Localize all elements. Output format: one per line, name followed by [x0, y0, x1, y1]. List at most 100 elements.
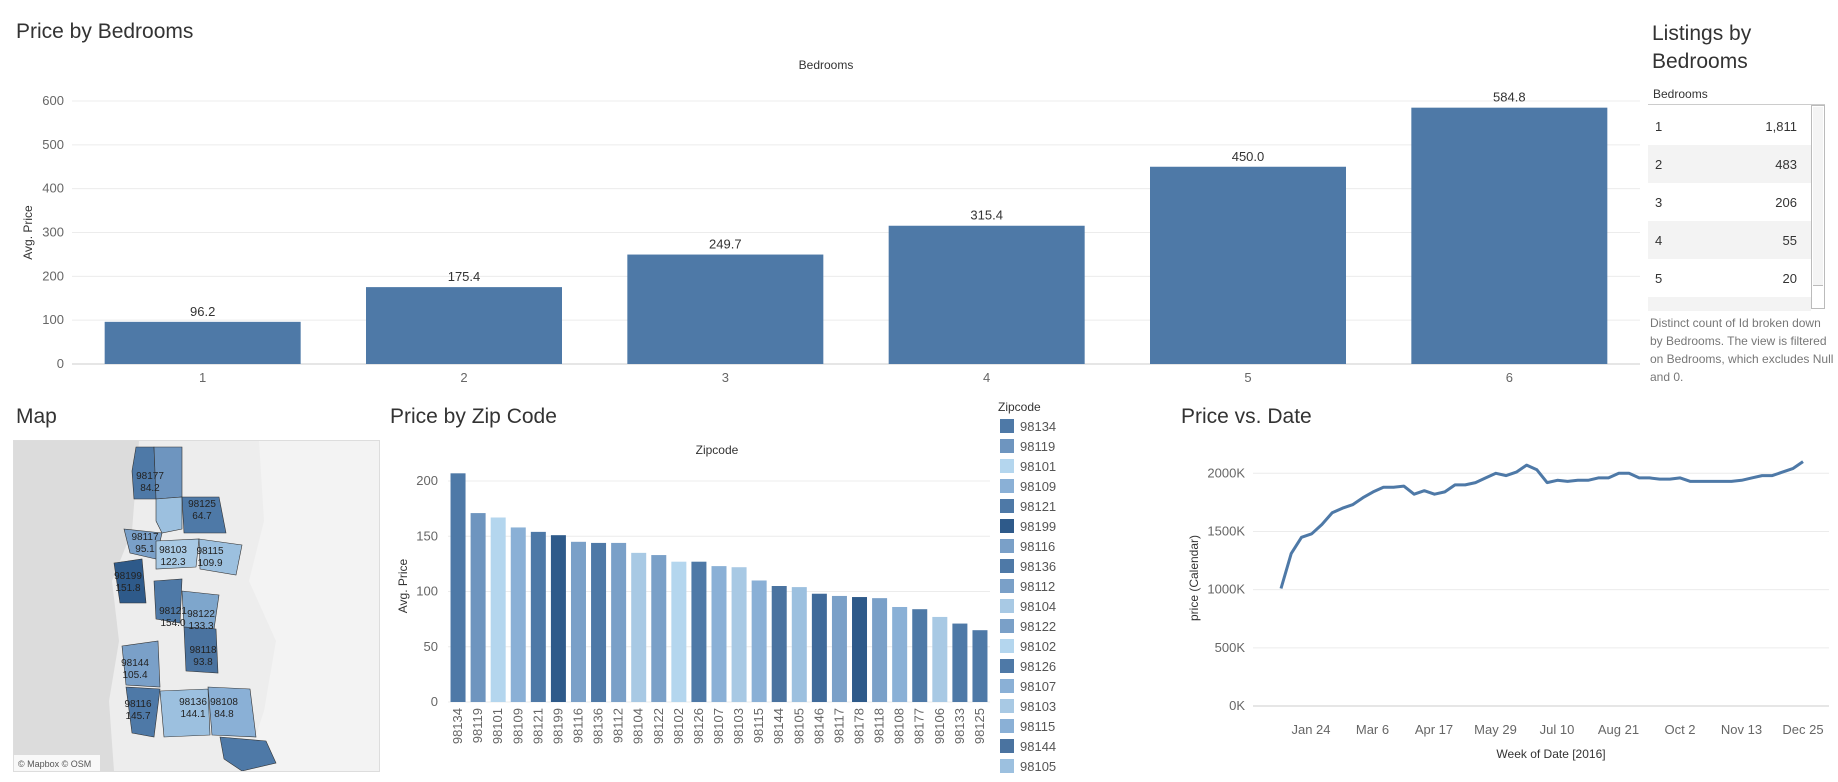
region-value-label: 84.2: [140, 483, 160, 494]
region-value-label: 144.1: [180, 709, 205, 720]
legend-item[interactable]: 98121: [998, 496, 1078, 516]
bar: [771, 586, 787, 702]
x-tick-label: Jul 10: [1540, 722, 1575, 737]
region-zip-label: 98122: [187, 609, 215, 620]
listings-title-line1: Listings by: [1652, 22, 1752, 45]
table-row[interactable]: 3 206: [1648, 183, 1811, 221]
x-tick-label: 98122: [651, 708, 666, 744]
x-tick-label: 98101: [490, 708, 505, 744]
x-tick-label: 98109: [510, 708, 525, 744]
y-axis-label: price (Calendar): [1187, 535, 1201, 621]
table-row[interactable]: 6: [1648, 297, 1811, 311]
table-row[interactable]: 5 20: [1648, 259, 1811, 297]
x-tick-label: 98116: [570, 708, 585, 743]
zipcode-legend: Zipcode 98134 98119 98101 98109 98121 98199 98…: [998, 400, 1078, 776]
table-row[interactable]: 1 1,811: [1648, 107, 1811, 145]
legend-label: 98116: [1020, 538, 1056, 554]
y-tick-label: 100: [42, 312, 64, 327]
bar-value-label: 175.4: [448, 269, 481, 284]
x-tick-label: 98125: [972, 708, 987, 744]
legend-item[interactable]: 98115: [998, 716, 1078, 736]
bar: [631, 552, 647, 702]
legend-label: 98136: [1020, 558, 1057, 574]
x-tick-label: 98108: [892, 708, 907, 744]
legend-swatch: [1000, 759, 1014, 773]
legend-swatch: [1000, 639, 1014, 653]
table-row[interactable]: 4 55: [1648, 221, 1811, 259]
legend-item[interactable]: 98102: [998, 636, 1078, 656]
bar: [591, 542, 607, 702]
bedrooms-cell: 6: [1655, 309, 1662, 312]
bedrooms-bar-chart: Bedrooms 0 100 200 300 400 500 600 Avg. Price 96.…: [21, 58, 1640, 385]
legend-label: 98144: [1020, 738, 1057, 754]
y-tick-label: 100: [416, 584, 438, 599]
bar: [627, 254, 824, 364]
listings-scrollbar[interactable]: [1811, 105, 1825, 309]
zip-region: [153, 578, 183, 624]
x-tick-label: 98106: [932, 708, 947, 744]
legend-swatch: [1000, 699, 1014, 713]
map-panel[interactable]: 98177 84.2 98125 64.7 98117 95.1 98103 122.3 981…: [13, 440, 380, 772]
region-value-label: 145.7: [125, 711, 150, 722]
bar: [1150, 166, 1346, 364]
price-date-line-chart: 0K 500K 1000K 1500K 2000K price (Calendar) Jan…: [1187, 460, 1829, 761]
listings-table: Bedrooms 11,811248332064555206: [1648, 84, 1825, 311]
bar: [888, 225, 1085, 364]
x-tick-label: 98136: [591, 708, 606, 744]
zip-region: [113, 558, 147, 604]
legend-item[interactable]: 98103: [998, 696, 1078, 716]
x-tick-label: 6: [1506, 370, 1513, 385]
legend-item[interactable]: 98112: [998, 576, 1078, 596]
legend-swatch: [1000, 739, 1014, 753]
zip-chart-title: Price by Zip Code: [390, 405, 557, 428]
y-tick-label: 2000K: [1207, 465, 1245, 480]
bar: [731, 567, 747, 702]
region-value-label: 64.7: [192, 511, 212, 522]
listings-scrollbar-thumb[interactable]: [1813, 107, 1823, 286]
legend-label: 98105: [1020, 758, 1057, 774]
region-value-label: 154.0: [160, 618, 185, 629]
legend-item[interactable]: 98199: [998, 516, 1078, 536]
legend-label: 98112: [1020, 578, 1056, 594]
region-value-label: 95.1: [135, 544, 155, 555]
legend-item[interactable]: 98105: [998, 756, 1078, 776]
legend-label: 98109: [1020, 478, 1057, 494]
table-row[interactable]: 2 483: [1648, 145, 1811, 183]
x-tick-label: 98126: [691, 708, 706, 744]
x-tick-label: Jan 24: [1291, 722, 1330, 737]
bar: [550, 535, 566, 702]
y-tick-label: 200: [416, 473, 438, 488]
bar: [104, 321, 301, 364]
legend-label: 98134: [1020, 418, 1057, 434]
bar-value-label: 584.8: [1493, 90, 1526, 105]
legend-item[interactable]: 98107: [998, 676, 1078, 696]
legend-item[interactable]: 98119: [998, 436, 1078, 456]
legend-item[interactable]: 98104: [998, 596, 1078, 616]
legend-item[interactable]: 98101: [998, 456, 1078, 476]
bar: [912, 609, 928, 702]
x-tick-label: 3: [722, 370, 729, 385]
x-tick-label: 98104: [631, 708, 646, 744]
bar-value-label: 249.7: [709, 237, 742, 252]
legend-swatch: [1000, 559, 1014, 573]
legend-item[interactable]: 98116: [998, 536, 1078, 556]
legend-item[interactable]: 98134: [998, 416, 1078, 436]
zip-region: [121, 640, 161, 688]
bar: [570, 541, 586, 702]
region-value-label: 109.9: [197, 558, 222, 569]
legend-swatch: [1000, 459, 1014, 473]
region-zip-label: 98103: [159, 545, 187, 556]
legend-item[interactable]: 98122: [998, 616, 1078, 636]
legend-item[interactable]: 98126: [998, 656, 1078, 676]
listings-by-bedrooms-title: Listings by Bedrooms: [1652, 20, 1751, 76]
region-value-label: 151.8: [115, 583, 140, 594]
legend-item[interactable]: 98144: [998, 736, 1078, 756]
legend-item[interactable]: 98109: [998, 476, 1078, 496]
legend-label: 98121: [1020, 498, 1057, 514]
bar: [611, 542, 627, 702]
count-cell: 55: [1782, 232, 1797, 248]
legend-label: 98107: [1020, 678, 1057, 694]
legend-item[interactable]: 98136: [998, 556, 1078, 576]
zip-region: [155, 496, 183, 534]
